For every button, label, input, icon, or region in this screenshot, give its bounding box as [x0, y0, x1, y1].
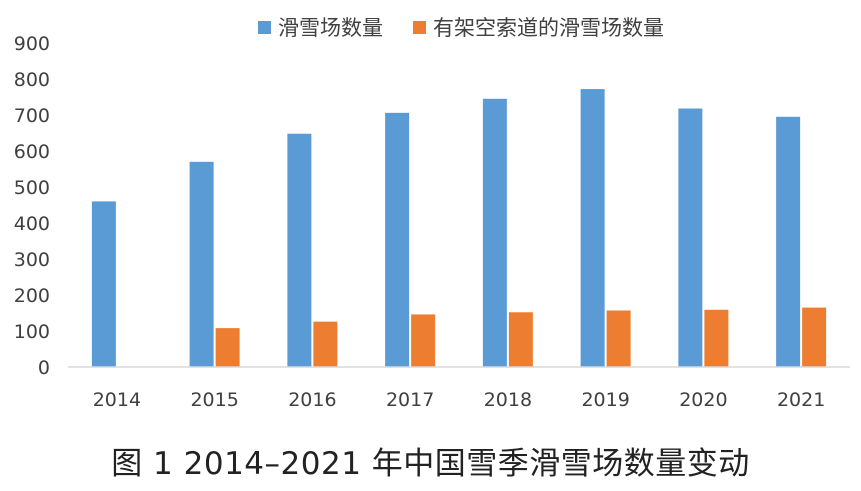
legend-swatch — [413, 21, 426, 34]
bar-ski-resorts — [580, 89, 605, 367]
figure-caption: 图 1 2014–2021 年中国雪季滑雪场数量变动 — [111, 446, 750, 482]
bar-ski-resorts — [189, 161, 214, 367]
y-tick-label: 600 — [14, 141, 50, 163]
bar-aerial-lift-resorts — [508, 312, 533, 367]
y-tick-label: 700 — [14, 105, 50, 127]
y-tick-label: 900 — [14, 33, 50, 55]
bar-ski-resorts — [287, 133, 312, 367]
x-tick-label: 2014 — [93, 389, 141, 411]
x-tick-label: 2020 — [679, 389, 727, 411]
y-tick-label: 500 — [14, 177, 50, 199]
y-tick-label: 300 — [14, 249, 50, 271]
bar-aerial-lift-resorts — [606, 310, 631, 367]
bar-aerial-lift-resorts — [704, 309, 729, 367]
y-tick-label: 800 — [14, 69, 50, 91]
bar-aerial-lift-resorts — [411, 314, 436, 367]
x-tick-label: 2015 — [190, 389, 238, 411]
x-tick-label: 2021 — [777, 389, 825, 411]
bar-ski-resorts — [482, 98, 507, 368]
bar-ski-resorts — [776, 116, 801, 367]
x-tick-label: 2017 — [386, 389, 434, 411]
y-axis: 0 100 200 300 400 500 600 700 800 900 — [14, 33, 50, 379]
legend-label: 滑雪场数量 — [278, 16, 383, 40]
x-tick-label: 2016 — [288, 389, 336, 411]
chart-legend: 滑雪场数量 有架空索道的滑雪场数量 — [258, 16, 664, 40]
bar-ski-resorts — [385, 112, 410, 367]
y-tick-label: 200 — [14, 285, 50, 307]
x-axis: 2014 2015 2016 2017 2018 2019 2020 2021 — [93, 389, 826, 411]
bars — [91, 89, 827, 368]
bar-aerial-lift-resorts — [215, 328, 240, 367]
bar-aerial-lift-resorts — [313, 321, 338, 367]
bar-aerial-lift-resorts — [802, 307, 827, 367]
y-tick-label: 400 — [14, 213, 50, 235]
legend-swatch — [258, 21, 271, 34]
bar-chart: 滑雪场数量 有架空索道的滑雪场数量 0 100 200 300 400 500 600 700 8… — [14, 16, 850, 411]
x-tick-label: 2018 — [484, 389, 532, 411]
y-tick-label: 100 — [14, 321, 50, 343]
y-tick-label: 0 — [38, 357, 50, 379]
x-tick-label: 2019 — [581, 389, 629, 411]
bar-ski-resorts — [91, 201, 116, 367]
bar-ski-resorts — [678, 108, 703, 368]
legend-label: 有架空索道的滑雪场数量 — [433, 16, 664, 40]
